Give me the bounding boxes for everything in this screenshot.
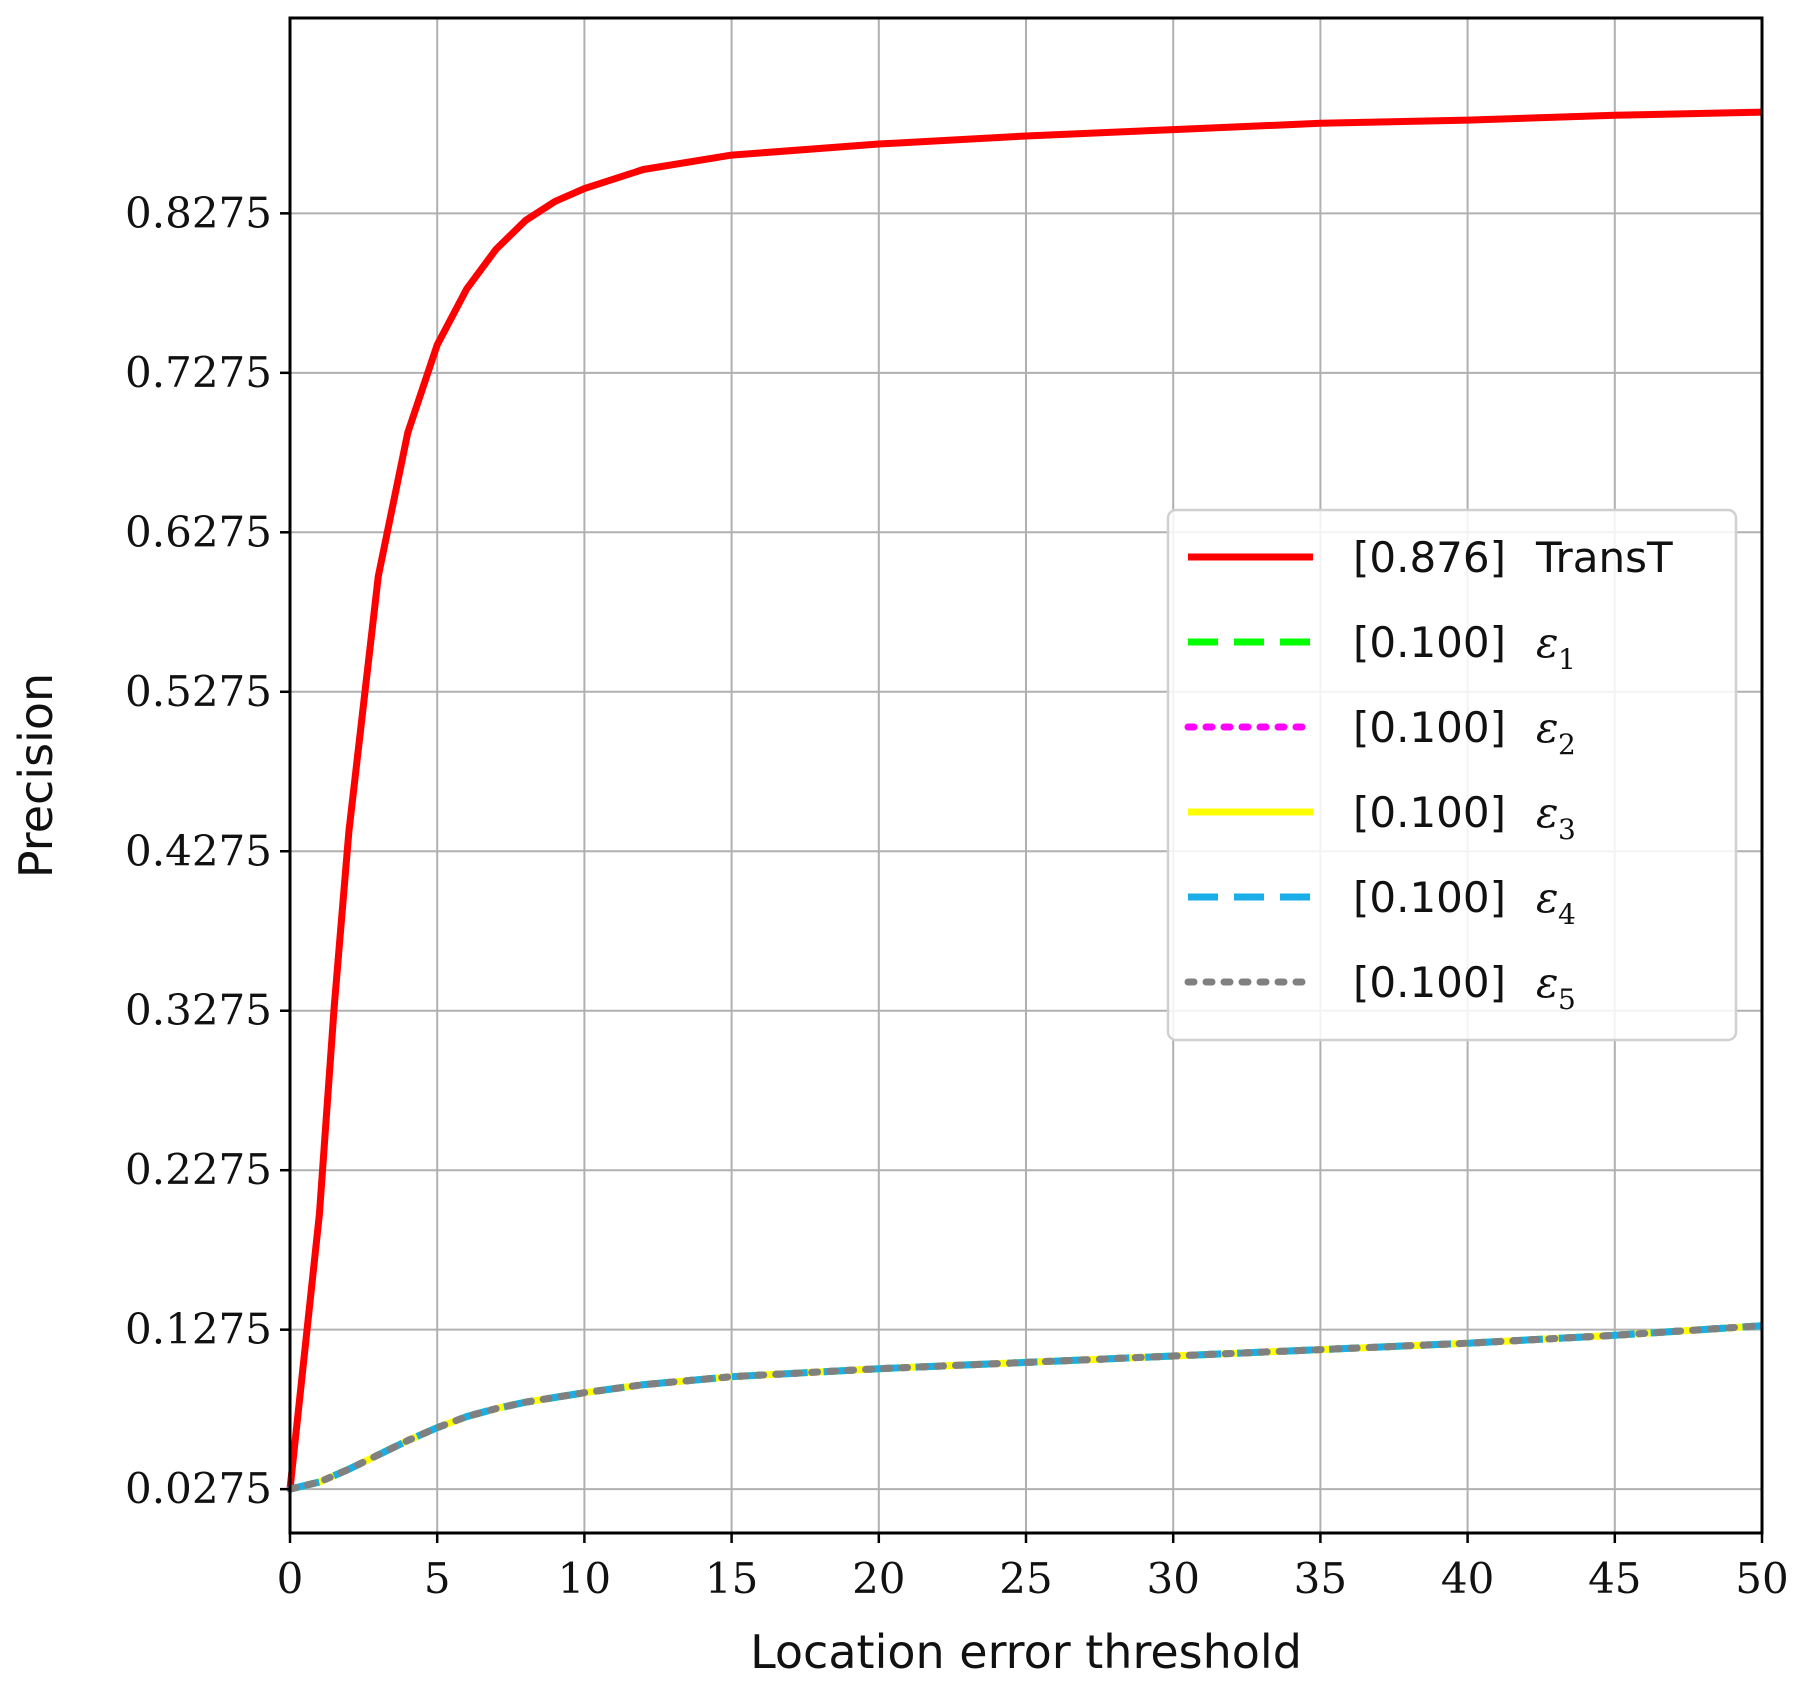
legend-score: [0.100] <box>1353 703 1506 752</box>
y-tick-label: 0.3275 <box>125 986 272 1035</box>
legend-epsilon-symbol: ε <box>1536 958 1559 1007</box>
x-tick-label: 40 <box>1441 1554 1494 1603</box>
x-tick-label: 10 <box>558 1554 611 1603</box>
x-tick-label: 20 <box>852 1554 905 1603</box>
x-tick-label: 45 <box>1588 1554 1641 1603</box>
legend-subscript: 4 <box>1558 898 1576 931</box>
y-tick-label: 0.2275 <box>125 1145 272 1194</box>
x-tick-label: 35 <box>1294 1554 1347 1603</box>
y-tick-label: 0.5275 <box>125 667 272 716</box>
x-tick-label: 0 <box>277 1554 304 1603</box>
legend-epsilon-symbol: ε <box>1536 788 1559 837</box>
legend-subscript: 5 <box>1558 983 1576 1016</box>
y-tick-label: 0.8275 <box>125 188 272 237</box>
legend-score: [0.100] <box>1353 618 1506 667</box>
x-axis-ticks: 0 5 10 15 20 25 30 35 40 45 50 <box>277 1533 1789 1603</box>
legend-subscript: 1 <box>1558 643 1576 676</box>
series-line <box>286 1322 1766 1493</box>
legend-epsilon-symbol: ε <box>1536 618 1559 667</box>
y-tick-label: 0.0275 <box>125 1464 272 1513</box>
y-axis-title: Precision <box>9 673 63 878</box>
legend-score: [0.100] <box>1353 873 1506 922</box>
x-axis-title: Location error threshold <box>750 1625 1302 1679</box>
legend-subscript: 2 <box>1558 728 1576 761</box>
legend-epsilon-symbol: ε <box>1536 873 1559 922</box>
x-tick-label: 50 <box>1735 1554 1788 1603</box>
x-tick-label: 30 <box>1146 1554 1199 1603</box>
y-tick-label: 0.6275 <box>125 507 272 556</box>
x-tick-label: 25 <box>999 1554 1052 1603</box>
legend-epsilon-symbol: ε <box>1536 703 1559 752</box>
legend-name: TransT <box>1535 533 1673 582</box>
y-axis-ticks: 0.0275 0.1275 0.2275 0.3275 0.4275 0.5275 0.62… <box>125 188 290 1513</box>
y-tick-label: 0.1275 <box>125 1305 272 1354</box>
legend-score: [0.876] <box>1353 533 1506 582</box>
y-tick-label: 0.4275 <box>125 826 272 875</box>
series-line <box>286 108 1763 1490</box>
legend-subscript: 3 <box>1558 813 1576 846</box>
series-layer <box>286 108 1766 1493</box>
x-tick-label: 15 <box>705 1554 758 1603</box>
legend: [0.876] TransT[0.100] ε 1[0.100] ε 2[0.100] ε 3… <box>1166 508 1738 1042</box>
y-tick-label: 0.7275 <box>125 348 272 397</box>
x-tick-label: 5 <box>424 1554 451 1603</box>
legend-score: [0.100] <box>1353 788 1506 837</box>
legend-score: [0.100] <box>1353 958 1506 1007</box>
